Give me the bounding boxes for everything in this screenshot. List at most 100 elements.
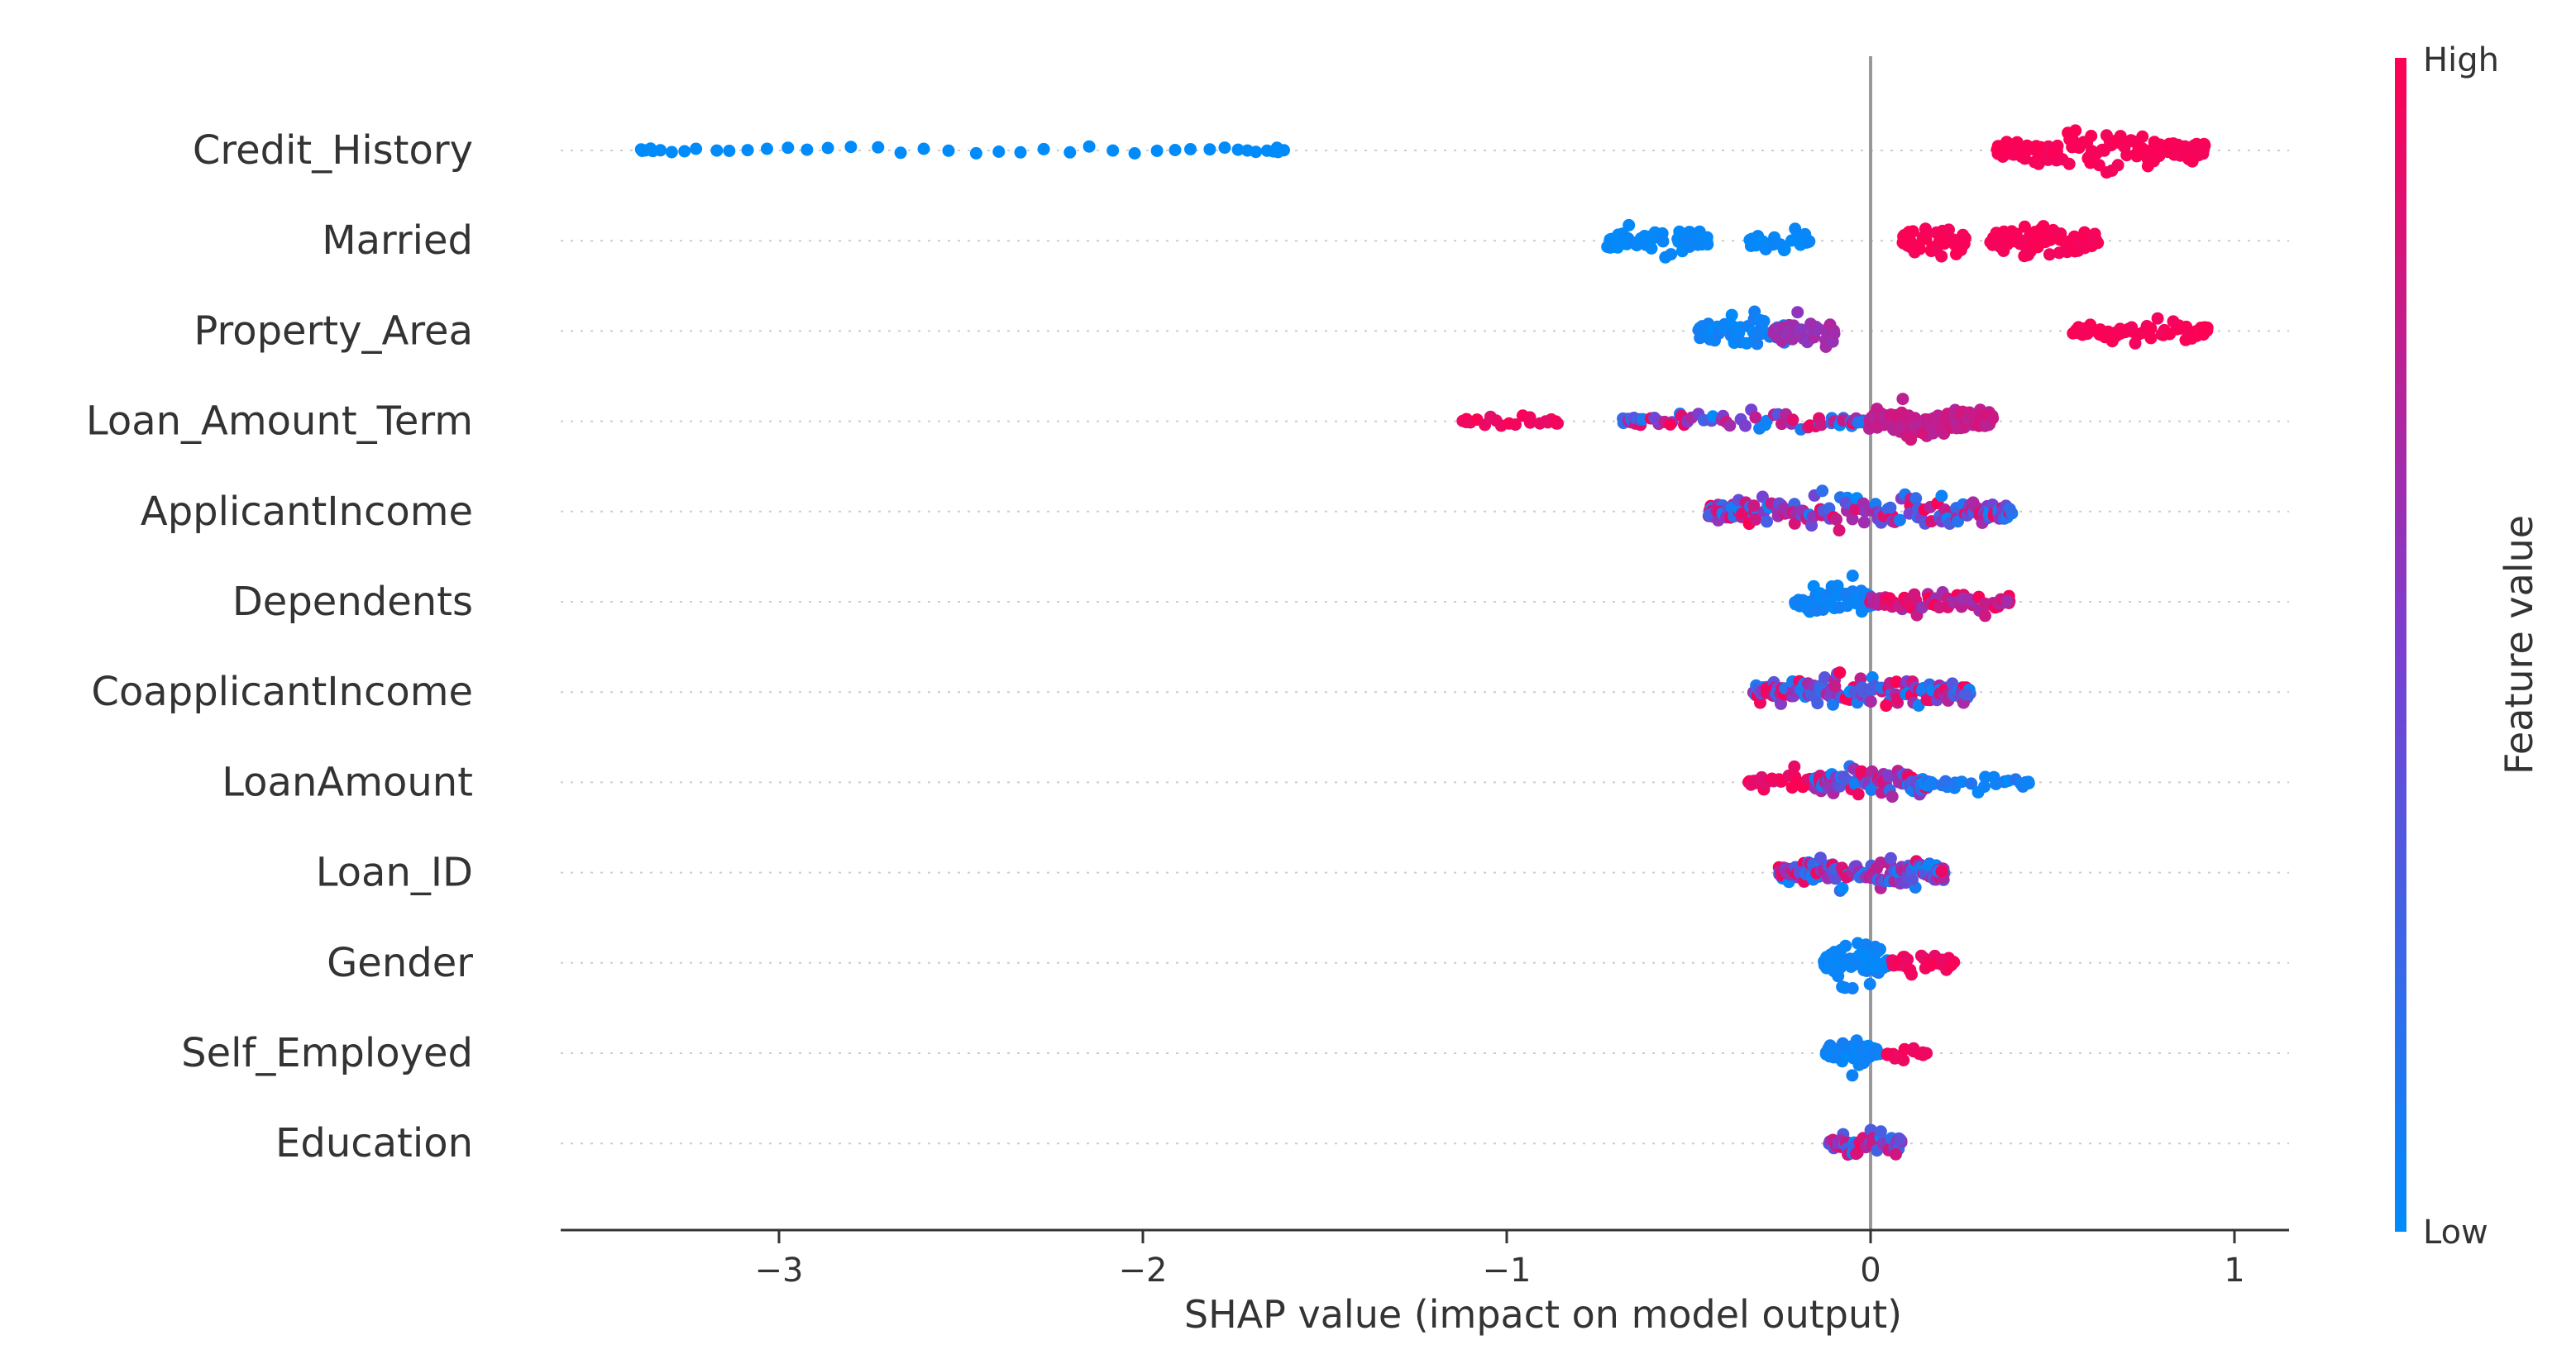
shap-dot <box>1896 393 1909 406</box>
shap-dot <box>1864 695 1877 708</box>
shap-dot <box>1775 417 1788 431</box>
shap-dot <box>2111 159 2124 172</box>
feature-label: Self_Employed <box>181 1030 473 1076</box>
shap-dot <box>2043 248 2056 261</box>
shap-dot <box>1857 516 1871 529</box>
shap-dot <box>1665 248 1678 261</box>
shap-dot <box>801 143 814 156</box>
shap-dot <box>894 146 907 160</box>
shap-dot <box>2151 312 2164 325</box>
shap-dot <box>1986 412 2000 425</box>
shap-dot <box>1811 322 1824 335</box>
feature-label: ApplicantIncome <box>141 489 473 535</box>
shap-dot <box>1757 314 1771 327</box>
shap-dot <box>1827 698 1839 711</box>
shap-dot <box>1935 865 1948 878</box>
shap-dot <box>969 146 982 160</box>
shap-dot <box>1914 242 1926 255</box>
shap-dot <box>1700 231 1713 244</box>
x-ticks: −3 −2 −1 0 1 <box>755 1230 2245 1290</box>
shap-dot <box>1979 609 1991 622</box>
shap-dot <box>1905 433 1918 446</box>
shap-dot <box>1664 418 1677 431</box>
shap-dot <box>1231 143 1245 156</box>
shap-dot <box>1874 1125 1887 1138</box>
feature-label: LoanAmount <box>222 759 473 805</box>
shap-dot <box>2062 157 2076 170</box>
shap-dot <box>2021 775 2034 789</box>
shap-dot <box>2198 322 2211 336</box>
colorbar: High Low Feature value <box>2395 41 2541 1252</box>
shap-dot <box>1917 1048 1929 1061</box>
shap-dot <box>1739 419 1752 432</box>
shap-dot <box>1939 775 1952 788</box>
colorbar-low-label: Low <box>2423 1214 2488 1252</box>
shap-dot <box>2136 130 2149 143</box>
shap-dot <box>1725 308 1738 322</box>
shap-dot <box>1037 142 1050 155</box>
shap-dot <box>1909 492 1923 505</box>
shap-dot <box>1250 145 1263 159</box>
shap-dot <box>1874 856 1887 870</box>
shap-dot <box>1890 1147 1902 1161</box>
shap-dot <box>992 145 1006 158</box>
feature-labels: Credit_History Married Property_Area Loan_A… <box>86 127 473 1166</box>
shap-dot <box>1830 513 1843 526</box>
feature-label: Gender <box>327 940 473 986</box>
shap-dot <box>678 145 691 158</box>
shap-dot <box>1014 145 1027 159</box>
shap-dot <box>1959 688 1972 701</box>
shap-dot <box>1882 770 1895 783</box>
shap-dot <box>2069 124 2082 137</box>
shap-dot <box>1906 225 1919 238</box>
shap-dot <box>1828 680 1842 693</box>
shap-dot <box>1919 222 1932 236</box>
colorbar-high-label: High <box>2423 41 2499 79</box>
shap-dot <box>761 142 773 155</box>
shap-dot <box>1169 144 1182 156</box>
shap-dot <box>1749 411 1762 424</box>
shap-dot <box>1106 144 1120 157</box>
shap-dot <box>1788 517 1801 530</box>
shap-dot <box>1203 143 1216 156</box>
shap-dot <box>2018 220 2031 233</box>
shap-dot <box>1645 242 1658 255</box>
shap-dot <box>1836 881 1849 894</box>
x-tick-label: −2 <box>1119 1252 1168 1290</box>
shap-dot <box>2086 236 2099 249</box>
shap-dot <box>942 144 955 157</box>
shap-dot <box>1150 144 1164 157</box>
shap-dot <box>1846 982 1859 994</box>
shap-dot <box>1749 513 1762 526</box>
shap-dot <box>1943 223 1955 236</box>
x-tick-label: −3 <box>755 1252 804 1290</box>
shap-dots <box>634 124 2214 1161</box>
shap-dot <box>1791 306 1804 319</box>
shap-dot <box>2003 503 2016 516</box>
shap-dot <box>1965 777 1978 790</box>
shap-dot <box>1656 235 1670 248</box>
shap-dot <box>1775 697 1787 710</box>
shap-dot <box>710 144 724 157</box>
shap-dot <box>1957 236 1971 249</box>
shap-dot <box>1880 699 1893 713</box>
shap-dot <box>872 141 885 154</box>
shap-dot <box>1814 418 1828 432</box>
shap-dot <box>1754 696 1766 709</box>
x-tick-label: 0 <box>1860 1252 1881 1290</box>
shap-dot <box>781 141 795 155</box>
shap-dot <box>1846 513 1859 526</box>
x-axis: −3 −2 −1 0 1 <box>561 1228 2289 1290</box>
shap-dot <box>2144 322 2158 335</box>
shap-dot <box>1278 144 1290 157</box>
shap-dot <box>917 142 930 155</box>
shap-dot <box>2032 157 2045 170</box>
shap-dot <box>1839 939 1852 952</box>
feature-label: Credit_History <box>193 127 473 174</box>
shap-dot <box>2000 595 2014 608</box>
shap-dot <box>1897 1054 1910 1066</box>
shap-dot <box>1863 977 1876 990</box>
shap-dot <box>654 144 667 157</box>
feature-label: Dependents <box>232 579 473 625</box>
